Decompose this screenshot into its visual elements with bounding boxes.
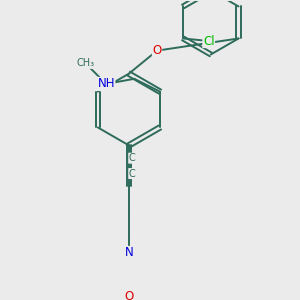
Text: O: O [124,290,134,300]
Text: NH: NH [98,77,115,90]
Text: N: N [124,246,133,260]
Text: C: C [129,153,135,163]
Text: C: C [129,169,135,178]
Text: CH₃: CH₃ [76,58,95,68]
Text: Cl: Cl [203,34,214,47]
Text: O: O [152,44,162,57]
